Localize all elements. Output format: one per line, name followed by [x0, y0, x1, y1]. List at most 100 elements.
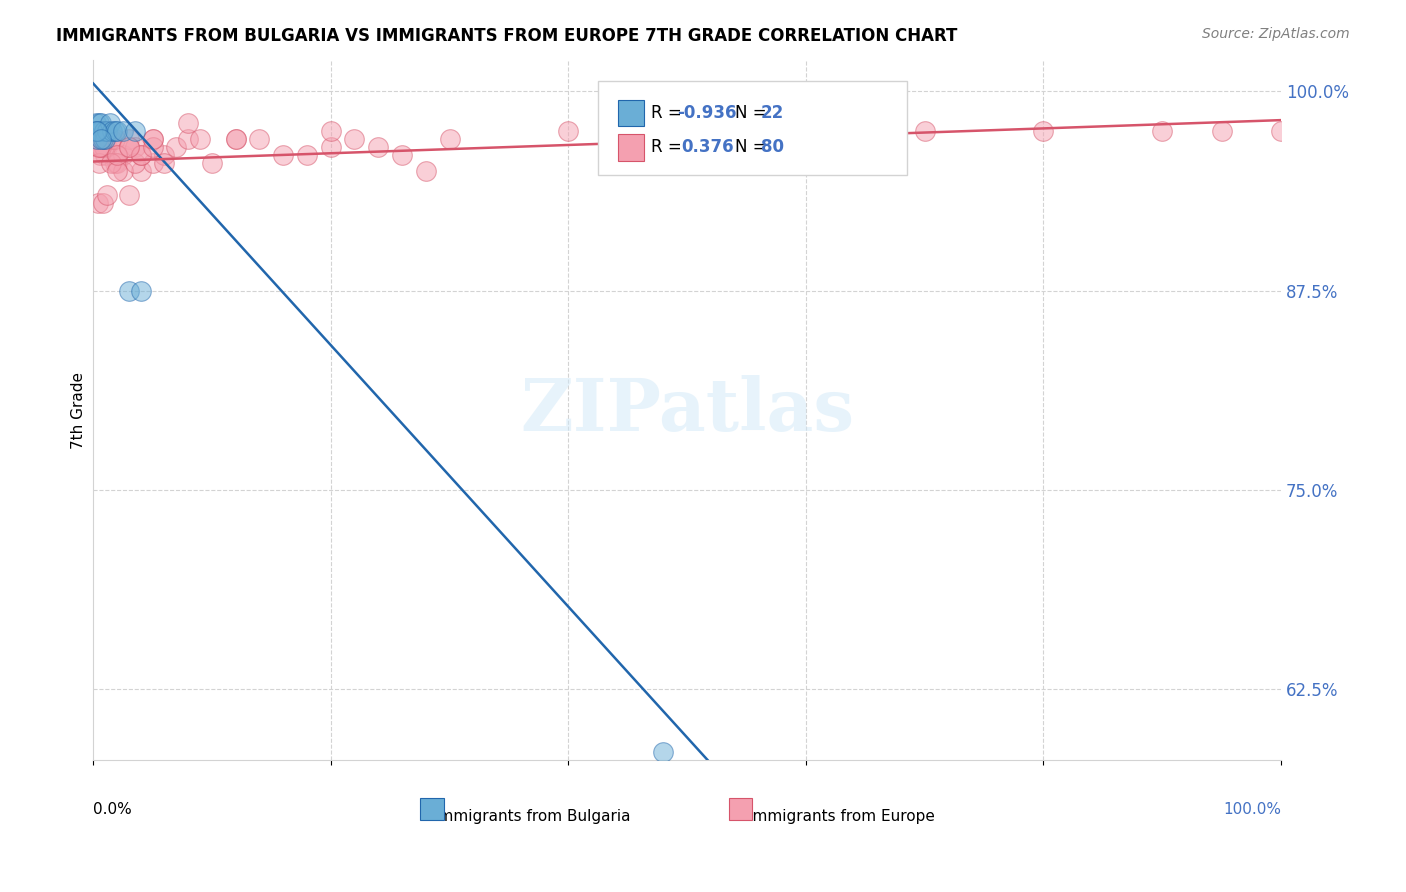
- Point: [90, 124, 112, 138]
- FancyBboxPatch shape: [598, 80, 907, 175]
- Point: [177, 116, 200, 130]
- Point: [86, 124, 108, 138]
- Point: [129, 148, 152, 162]
- Point: [94, 124, 117, 138]
- Point: [91, 132, 114, 146]
- Point: [118, 132, 141, 146]
- Point: [89, 140, 111, 154]
- Point: [118, 188, 141, 202]
- Point: [94, 132, 117, 146]
- Bar: [619, 134, 644, 161]
- Point: [118, 140, 141, 154]
- Point: [1211, 124, 1233, 138]
- Point: [87, 196, 110, 211]
- Point: [142, 140, 165, 154]
- Point: [86, 132, 108, 146]
- Point: [96, 124, 118, 138]
- Text: Source: ZipAtlas.com: Source: ZipAtlas.com: [1202, 27, 1350, 41]
- Point: [86, 132, 108, 146]
- Point: [124, 124, 146, 138]
- Point: [343, 132, 366, 146]
- Point: [96, 124, 118, 138]
- Point: [105, 156, 128, 170]
- Point: [225, 132, 247, 146]
- Point: [86, 124, 108, 138]
- Point: [914, 124, 936, 138]
- Point: [90, 140, 112, 154]
- Point: [153, 156, 176, 170]
- Point: [86, 132, 108, 146]
- Y-axis label: 7th Grade: 7th Grade: [72, 371, 86, 449]
- Point: [271, 148, 294, 162]
- Point: [86, 132, 108, 146]
- Point: [319, 140, 342, 154]
- Text: R =: R =: [651, 103, 688, 122]
- Point: [93, 140, 115, 154]
- Point: [100, 132, 122, 146]
- Point: [111, 124, 134, 138]
- Point: [142, 132, 165, 146]
- Point: [103, 156, 125, 170]
- Text: 80: 80: [761, 138, 783, 156]
- Bar: [420, 797, 443, 820]
- Point: [89, 148, 111, 162]
- Point: [1270, 124, 1292, 138]
- Point: [87, 124, 110, 138]
- Point: [794, 124, 817, 138]
- Text: ZIPatlas: ZIPatlas: [520, 375, 853, 445]
- Point: [91, 132, 114, 146]
- Point: [84, 124, 107, 138]
- Text: Immigrants from Bulgaria: Immigrants from Bulgaria: [434, 809, 631, 824]
- Point: [103, 124, 125, 138]
- Point: [105, 124, 128, 138]
- Point: [129, 148, 152, 162]
- Point: [87, 124, 110, 138]
- Text: -0.936: -0.936: [678, 103, 737, 122]
- Point: [118, 140, 141, 154]
- Point: [89, 116, 111, 130]
- Point: [188, 132, 211, 146]
- Point: [319, 124, 342, 138]
- Point: [118, 284, 141, 298]
- Point: [94, 132, 117, 146]
- Point: [84, 132, 107, 146]
- Point: [165, 140, 187, 154]
- Point: [652, 746, 675, 760]
- Point: [105, 148, 128, 162]
- Point: [101, 124, 124, 138]
- Point: [225, 132, 247, 146]
- Point: [100, 156, 122, 170]
- Text: 0.376: 0.376: [681, 138, 734, 156]
- Point: [177, 132, 200, 146]
- Point: [391, 148, 413, 162]
- Point: [129, 284, 152, 298]
- Point: [105, 164, 128, 178]
- Bar: [728, 797, 752, 820]
- Point: [201, 156, 224, 170]
- Text: 100.0%: 100.0%: [1223, 803, 1281, 817]
- Point: [96, 140, 118, 154]
- Text: 22: 22: [761, 103, 785, 122]
- Point: [249, 132, 271, 146]
- Point: [89, 156, 111, 170]
- Point: [84, 124, 107, 138]
- Point: [439, 132, 461, 146]
- Point: [103, 132, 125, 146]
- Point: [98, 116, 121, 130]
- Point: [142, 156, 165, 170]
- Text: IMMIGRANTS FROM BULGARIA VS IMMIGRANTS FROM EUROPE 7TH GRADE CORRELATION CHART: IMMIGRANTS FROM BULGARIA VS IMMIGRANTS F…: [56, 27, 957, 45]
- Text: R =: R =: [651, 138, 693, 156]
- Point: [89, 124, 111, 138]
- Text: 0.0%: 0.0%: [93, 803, 132, 817]
- Point: [93, 132, 115, 146]
- Point: [295, 148, 318, 162]
- Point: [90, 132, 112, 146]
- Point: [124, 156, 146, 170]
- Point: [87, 140, 110, 154]
- Point: [89, 132, 111, 146]
- Text: N =: N =: [734, 138, 772, 156]
- Point: [89, 140, 111, 154]
- Point: [415, 164, 437, 178]
- Point: [89, 132, 111, 146]
- Point: [557, 124, 579, 138]
